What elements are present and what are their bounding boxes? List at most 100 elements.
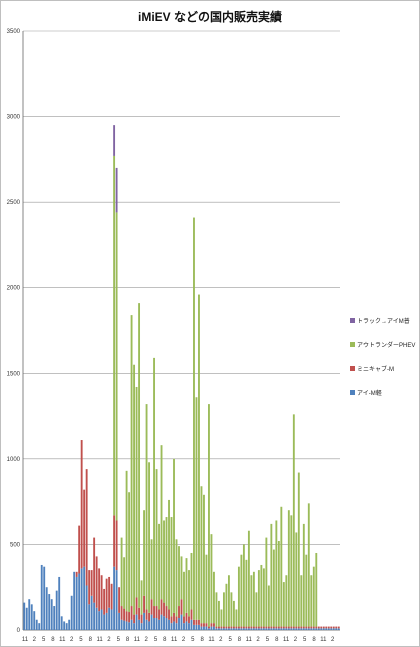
bar-segment <box>200 623 203 627</box>
bar-segment <box>188 623 190 630</box>
bar-segment <box>222 592 225 627</box>
bar-segment <box>320 626 323 629</box>
bar-segment <box>285 626 288 629</box>
bar-segment <box>98 611 101 630</box>
bar-segment <box>213 626 215 630</box>
bar-segment <box>133 364 136 615</box>
bar-segment <box>310 626 313 629</box>
bar-segment <box>158 619 160 630</box>
bar-segment <box>190 619 193 630</box>
bar-segment <box>305 626 308 629</box>
bar-segment <box>175 539 178 617</box>
bar-segment <box>260 628 263 630</box>
bar-segment <box>160 614 163 630</box>
bar-segment <box>58 576 61 630</box>
bar-segment <box>265 537 268 627</box>
bar-segment <box>140 623 143 630</box>
bar-segment <box>337 626 340 629</box>
bar-segment <box>245 628 248 630</box>
bar-segment <box>262 568 265 627</box>
bar-segment <box>287 628 290 630</box>
bar-segment <box>260 626 263 629</box>
bar-segment <box>170 616 173 624</box>
bar-segment <box>277 628 280 630</box>
bar-segment <box>317 628 320 630</box>
bar-segment <box>158 523 160 610</box>
bar-segment <box>265 626 268 629</box>
bar-segment <box>240 554 243 627</box>
bar-segment <box>110 583 113 610</box>
bar-segment <box>312 566 315 627</box>
bar-segment <box>272 549 275 627</box>
bar-segment <box>242 626 245 629</box>
bar-segment <box>43 566 46 630</box>
bar-segment <box>235 609 238 627</box>
bar-segment <box>312 626 315 629</box>
bar-segment <box>227 575 230 627</box>
x-tick-label: 8 <box>163 637 167 643</box>
bar-segment <box>85 469 88 586</box>
bar-segment <box>115 520 118 571</box>
x-tick-label: 8 <box>126 637 130 643</box>
bar-segment <box>270 523 273 627</box>
bar-segment <box>297 472 300 627</box>
bar-segment <box>235 626 238 629</box>
bar-segment <box>237 566 240 627</box>
bar-segment <box>135 597 138 615</box>
bar-segment <box>48 594 51 630</box>
bar-segment <box>315 628 318 630</box>
bar-segment <box>98 568 101 612</box>
bar-segment <box>332 628 335 630</box>
bar-segment <box>88 570 91 605</box>
bar-segment <box>270 628 273 630</box>
bar-segment <box>208 628 210 630</box>
bar-segment <box>150 539 153 600</box>
bar-segment <box>218 626 220 629</box>
bar-segment <box>270 626 273 629</box>
bar-segment <box>337 628 340 630</box>
bar-segment <box>90 570 93 596</box>
bar-segment <box>163 602 165 617</box>
bar-segment <box>292 626 295 629</box>
x-tick-label: 5 <box>266 637 270 643</box>
bar-segment <box>275 626 278 629</box>
bar-segment <box>335 628 338 630</box>
bar-segment <box>50 599 53 630</box>
bar-segment <box>28 599 31 630</box>
bar-segment <box>115 212 118 521</box>
bar-segment <box>257 628 260 630</box>
bar-segment <box>215 592 218 627</box>
legend-label: アウトランダーPHEV <box>357 343 416 349</box>
bar-segment <box>173 458 175 613</box>
bar-segment <box>90 595 93 630</box>
bar-segment <box>23 602 26 630</box>
x-tick-label: 8 <box>275 637 279 643</box>
bar-segment <box>195 397 198 620</box>
bar-segment <box>280 506 283 627</box>
bar-segment <box>163 520 165 603</box>
bar-segment <box>302 626 305 629</box>
legend-item: アウトランダーPHEV <box>350 339 415 350</box>
bar-segment <box>198 294 200 620</box>
bar-segment <box>222 628 225 630</box>
bar-segment <box>133 623 136 630</box>
bar-segment <box>180 599 183 615</box>
bar-segment <box>125 470 128 612</box>
bar-segment <box>115 570 118 630</box>
bar-segment <box>305 554 308 627</box>
x-tick-label: 11 <box>134 637 141 643</box>
bar-segment <box>135 614 138 630</box>
bar-segment <box>85 585 88 630</box>
y-tick-label: 2000 <box>7 286 21 292</box>
y-tick-label: 0 <box>17 628 21 634</box>
bar-segment <box>332 626 335 629</box>
bar-segment <box>252 571 255 627</box>
bar-segment <box>277 626 280 629</box>
bar-segment <box>175 616 178 624</box>
bar-segment <box>220 609 223 627</box>
bar-segment <box>145 619 148 630</box>
bar-segment <box>287 626 290 629</box>
x-tick-label: 8 <box>51 637 55 643</box>
bar-segment <box>327 628 330 630</box>
bar-segment <box>335 626 338 629</box>
